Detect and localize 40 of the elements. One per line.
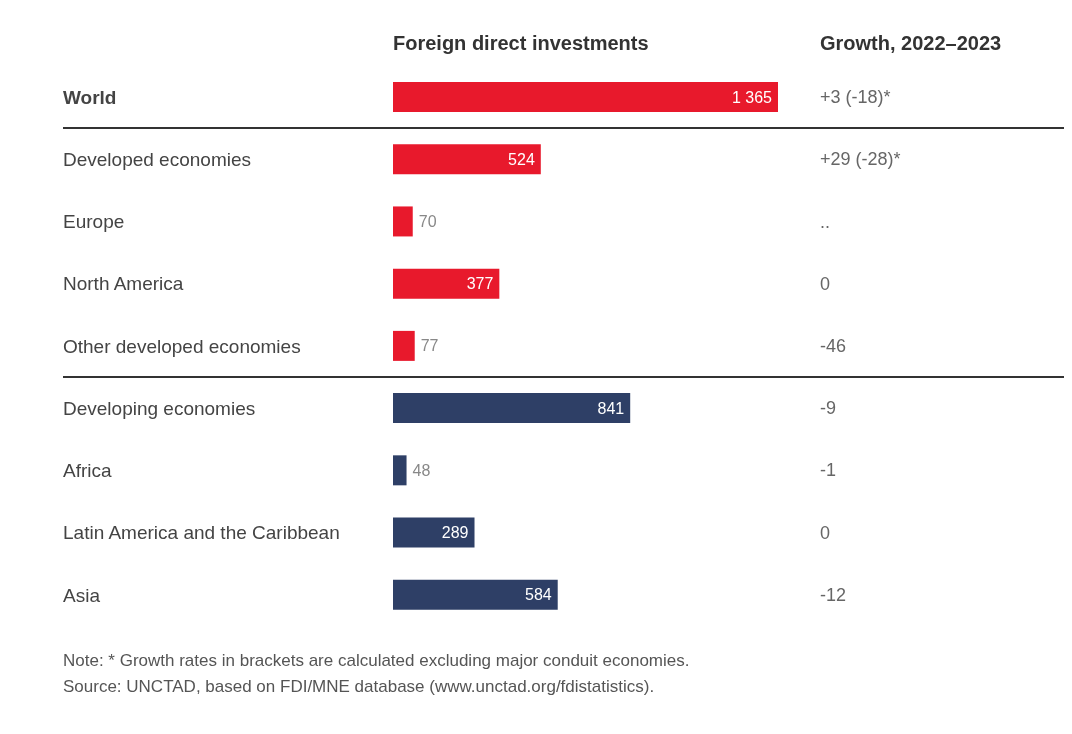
text: -1: [820, 459, 837, 483]
text: 0: [820, 272, 831, 296]
bar: [393, 144, 541, 175]
y-tick-label: Asia: [63, 584, 101, 606]
bar: [393, 393, 631, 424]
text: ..: [820, 210, 831, 234]
chart-title: Foreign direct investments: [393, 32, 649, 55]
data-label: 289: [441, 524, 469, 542]
bar: [393, 330, 415, 361]
text: Note: * Growth rates in brackets are calculated excluding major conduit economies.: [63, 650, 691, 672]
data-label: 524: [508, 150, 535, 168]
y-tick-label: Other developed economies: [63, 335, 301, 357]
data-label: 1 365: [731, 88, 773, 106]
text: -12: [820, 583, 847, 607]
y-tick-label: Developed economies: [63, 148, 252, 170]
y-tick-label: Europe: [63, 211, 125, 233]
data-label: 70: [418, 213, 437, 231]
bar: [393, 455, 407, 486]
text: -9: [820, 397, 837, 421]
text: 0: [820, 521, 831, 545]
bar: [393, 268, 500, 299]
text: +29 (-28)*: [820, 148, 901, 172]
y-tick-label: Developing economies: [63, 397, 256, 419]
text: Growth, 2022–2023: [820, 32, 1002, 55]
y-tick-label: Africa: [63, 460, 112, 482]
source-note: Source: UNCTAD, based on FDI/MNE database (www.unctad.org/fdistatistics).: [63, 676, 656, 698]
bar: [393, 517, 475, 548]
data-label: 584: [525, 586, 552, 604]
text: -46: [820, 335, 847, 358]
bar: [393, 579, 558, 610]
data-label: 77: [420, 337, 439, 355]
y-tick-label: North America: [63, 273, 184, 295]
text: +3 (-18)*: [820, 86, 891, 110]
data-label: 48: [412, 461, 431, 479]
y-tick-label: Latin America and the Caribbean: [63, 522, 340, 544]
y-tick-label: World: [63, 86, 117, 108]
data-label: 841: [597, 399, 625, 417]
bar: [393, 206, 413, 237]
data-label: 377: [466, 275, 494, 293]
bar: [393, 82, 778, 112]
